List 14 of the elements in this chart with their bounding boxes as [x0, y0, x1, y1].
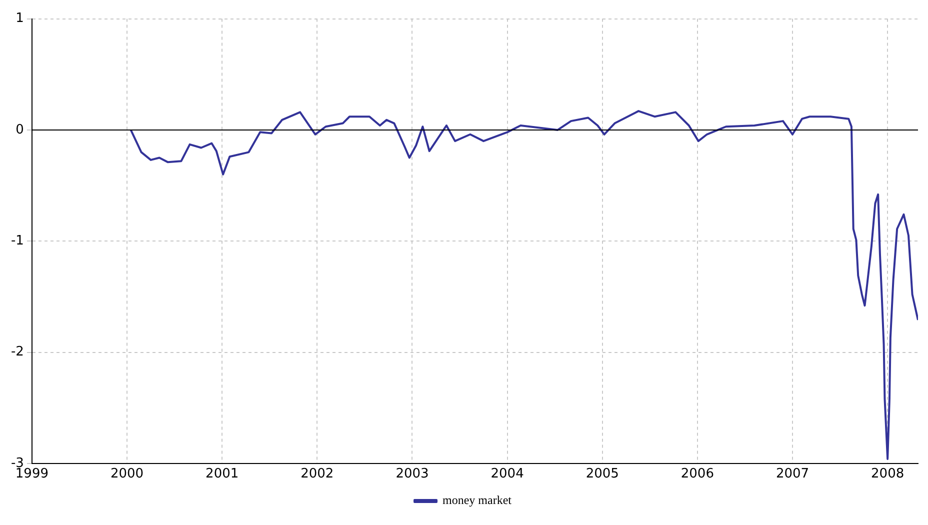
x-tick-label: 2006 — [680, 466, 714, 482]
y-tick-label: 1 — [16, 11, 24, 26]
y-tick-label: -1 — [10, 233, 24, 248]
x-tick-label: 2004 — [490, 466, 524, 482]
x-tick-label: 2003 — [396, 466, 429, 482]
x-tick-label: 2008 — [871, 466, 904, 482]
x-tick-label: 2001 — [206, 466, 239, 482]
y-tick-label: -2 — [10, 344, 24, 360]
x-tick-label: 2000 — [110, 466, 144, 482]
x-tick-label: 2005 — [586, 466, 619, 482]
y-tick-label: 0 — [16, 122, 24, 138]
x-tick-label: 2002 — [300, 466, 334, 482]
x-tick-label: 2007 — [776, 466, 810, 482]
legend-label: money market — [442, 493, 512, 508]
